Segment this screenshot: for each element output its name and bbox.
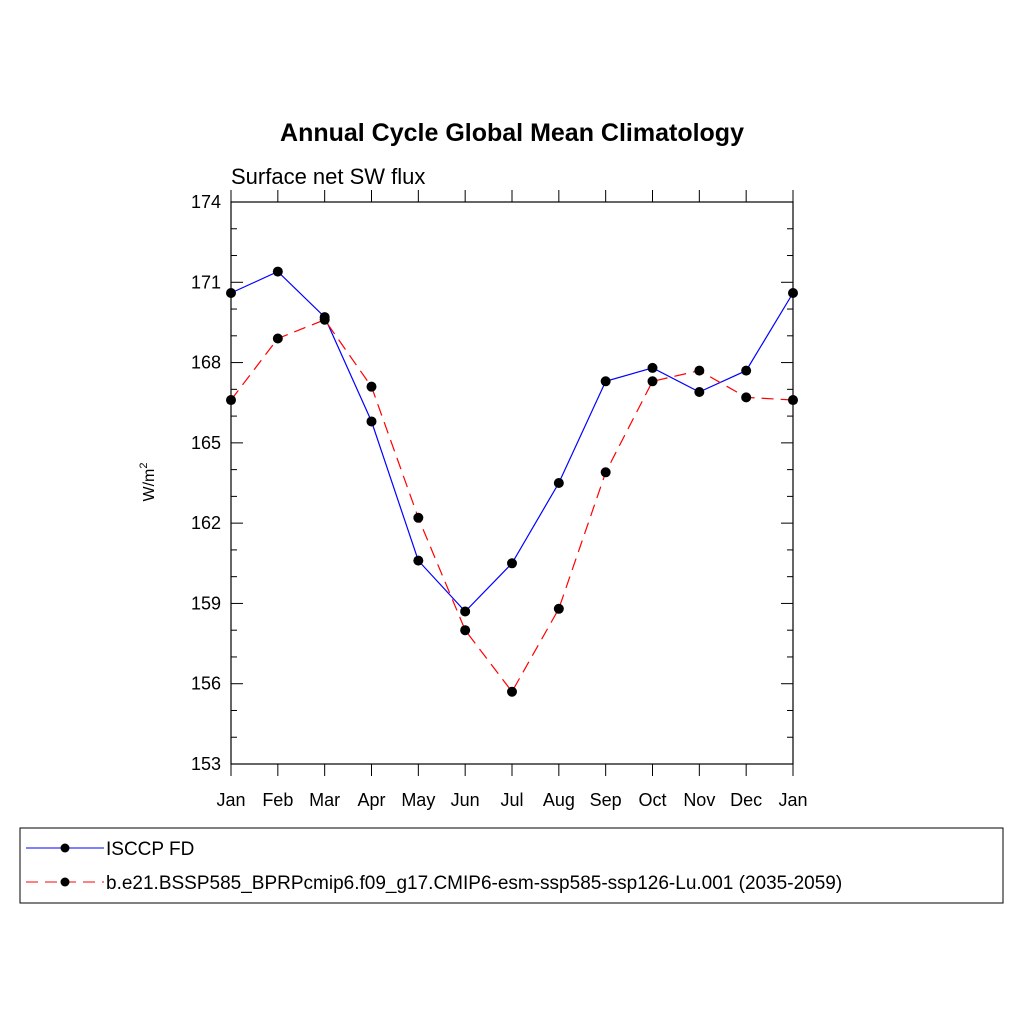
y-axis-label-text: W/m <box>141 469 158 502</box>
x-tick-label: Oct <box>638 790 666 810</box>
data-point-s1-9 <box>647 376 658 387</box>
y-tick-label: 174 <box>191 192 221 212</box>
data-point-s1-10 <box>694 365 705 376</box>
y-tick-labels: 153 156 159 162 165 168 171 174 <box>191 192 221 774</box>
x-tick-label: Apr <box>357 790 385 810</box>
y-axis-label: W/m2 <box>138 463 158 502</box>
data-point-s1-2 <box>319 314 330 325</box>
series-lines <box>230 270 794 693</box>
series-markers <box>226 266 798 697</box>
x-tick-label: Jun <box>451 790 480 810</box>
legend-marker-model <box>60 877 70 887</box>
y-tick-label: 153 <box>191 754 221 774</box>
x-tick-labels: Jan Feb Mar Apr May Jun Jul Aug Sep Oct Nov Dec Jan <box>216 790 807 810</box>
series-line-1 <box>230 319 794 693</box>
x-tick-label: Mar <box>309 790 340 810</box>
y-tick-label: 168 <box>191 353 221 373</box>
data-point-s1-1 <box>272 333 283 344</box>
data-point-s1-6 <box>507 686 517 697</box>
data-point-s0-1 <box>272 266 283 277</box>
x-tick-label: Nov <box>683 790 715 810</box>
data-point-s0-7 <box>553 478 564 488</box>
data-point-s0-5 <box>460 606 471 617</box>
axis-ticks <box>230 190 794 776</box>
legend-box <box>19 827 1004 904</box>
data-point-s0-8 <box>600 376 611 387</box>
data-point-s0-4 <box>413 555 424 566</box>
x-tick-label: Jan <box>778 790 807 810</box>
legend-marker-isccp <box>60 843 70 853</box>
data-point-s1-5 <box>460 625 471 636</box>
x-tick-label: Aug <box>543 790 575 810</box>
svg-text:W/m2: W/m2 <box>138 463 158 502</box>
y-tick-label: 171 <box>191 272 221 292</box>
x-tick-label: Jan <box>216 790 245 810</box>
x-tick-label: Jul <box>500 790 523 810</box>
y-tick-label: 165 <box>191 433 221 453</box>
data-point-s1-7 <box>553 603 564 614</box>
plot-frame <box>230 201 794 765</box>
data-point-s0-11 <box>741 365 752 376</box>
data-point-s1-11 <box>741 392 752 403</box>
data-point-s0-9 <box>647 362 658 373</box>
y-tick-label: 159 <box>191 593 221 613</box>
legend-label-isccp: ISCCP FD <box>106 839 194 860</box>
data-point-s0-10 <box>694 387 705 398</box>
x-tick-label: Dec <box>730 790 762 810</box>
y-axis-label-superscript: 2 <box>138 463 150 469</box>
legend-label-model: b.e21.BSSP585_BPRPcmip6.f09_g17.CMIP6-es… <box>106 873 842 894</box>
legend: ISCCP FD b.e21.BSSP585_BPRPcmip6.f09_g17… <box>19 827 1004 904</box>
y-tick-label: 156 <box>191 674 221 694</box>
x-tick-label: Feb <box>262 790 293 810</box>
y-tick-label: 162 <box>191 513 221 533</box>
x-tick-label: May <box>401 790 435 810</box>
data-point-s1-8 <box>600 467 611 478</box>
data-point-s1-4 <box>413 512 424 523</box>
chart-subtitle: Surface net SW flux <box>231 164 425 189</box>
data-point-s0-3 <box>366 416 377 427</box>
x-tick-label: Sep <box>590 790 622 810</box>
data-point-s0-6 <box>507 558 517 569</box>
chart-title: Annual Cycle Global Mean Climatology <box>280 119 744 147</box>
data-point-s1-3 <box>366 381 377 392</box>
